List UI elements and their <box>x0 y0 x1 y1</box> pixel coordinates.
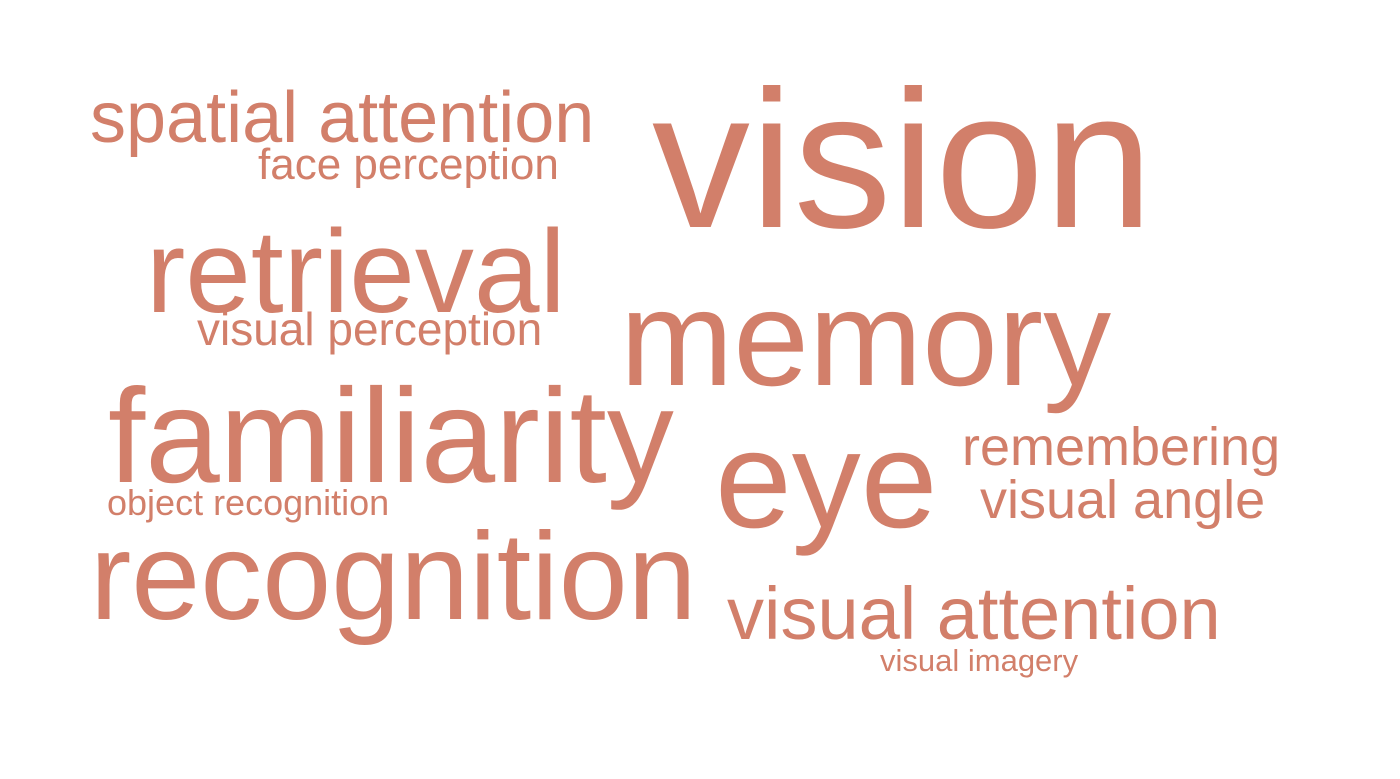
word-object-recognition: object recognition <box>107 482 390 523</box>
word-recognition: recognition <box>90 508 697 646</box>
word-spatial-attention: spatial attention <box>90 78 595 158</box>
word-face-perception: face perception <box>258 140 559 189</box>
word-vision: vision <box>652 50 1154 269</box>
word-eye: eye <box>715 403 938 557</box>
word-visual-imagery: visual imagery <box>880 643 1079 678</box>
word-visual-attention: visual attention <box>727 572 1221 655</box>
word-visual-angle: visual angle <box>980 470 1266 530</box>
word-memory: memory <box>620 262 1112 414</box>
word-remembering: remembering <box>962 417 1281 477</box>
word-retrieval: retrieval <box>146 206 566 338</box>
word-visual-perception: visual perception <box>197 303 543 355</box>
word-familiarity: familiarity <box>108 362 674 511</box>
